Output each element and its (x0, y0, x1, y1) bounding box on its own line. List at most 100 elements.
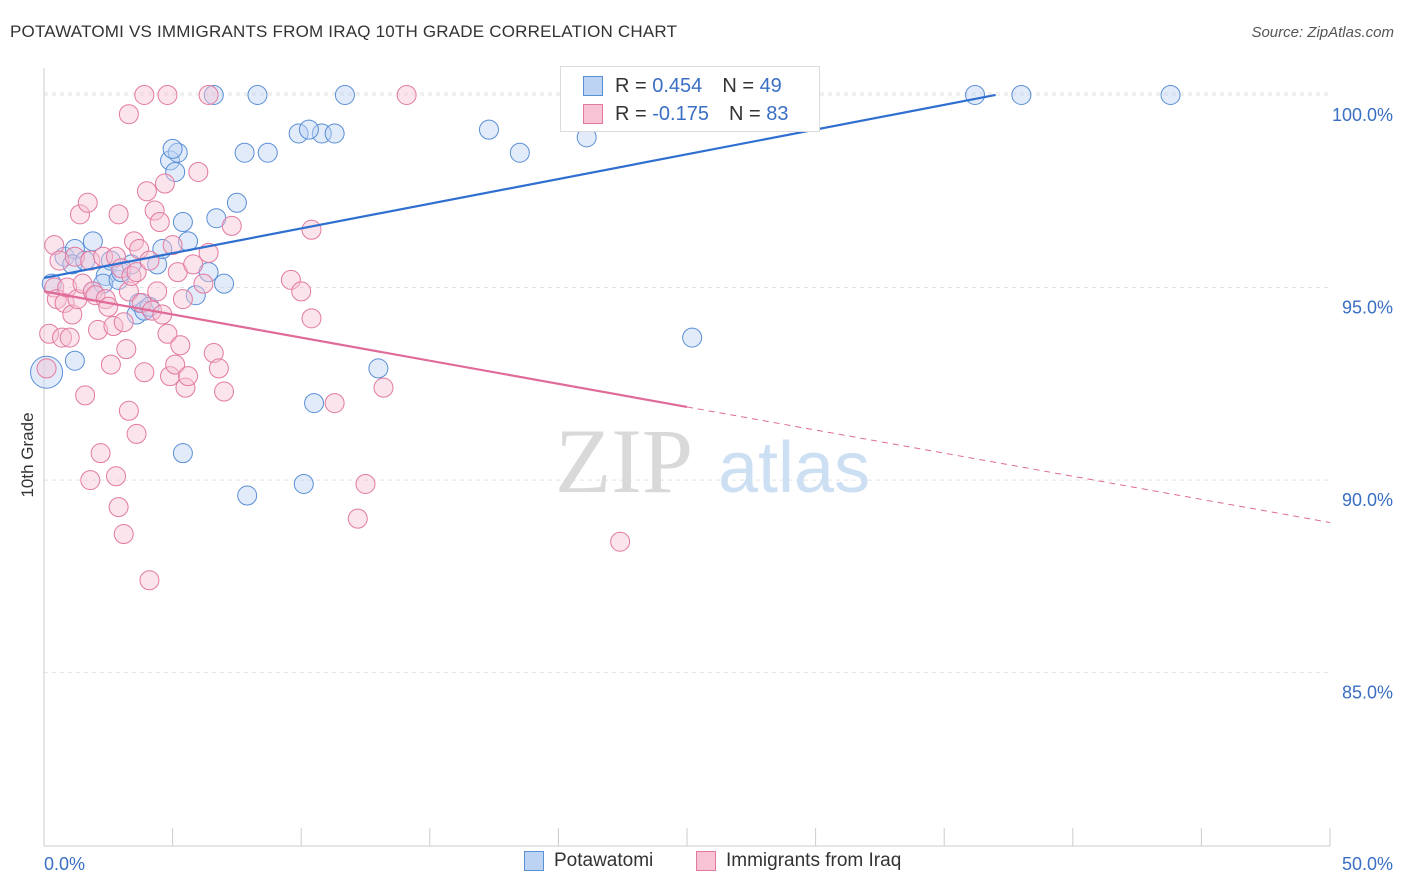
x-tick-label-min: 0.0% (44, 854, 85, 874)
x-tick-labels: 0.0% 50.0% (44, 854, 1393, 874)
data-point (118, 104, 139, 125)
y-tick-label: 90.0% (1342, 490, 1393, 510)
data-point (59, 327, 80, 348)
data-point (198, 84, 219, 105)
data-point (136, 181, 157, 202)
data-point (324, 393, 345, 414)
data-point (154, 173, 175, 194)
data-point (64, 239, 85, 260)
data-point (108, 497, 129, 518)
data-point (301, 308, 322, 329)
data-point (88, 319, 109, 340)
data-point (49, 250, 70, 271)
gridlines (44, 92, 1330, 674)
data-point (214, 381, 235, 402)
source-label: Source: ZipAtlas.com (1251, 24, 1394, 41)
data-point (70, 204, 91, 225)
data-point (172, 443, 193, 464)
data-point (234, 142, 255, 163)
data-point (30, 355, 64, 389)
data-point (355, 473, 376, 494)
data-point (247, 84, 268, 105)
chart-title: POTAWATOMI VS IMMIGRANTS FROM IRAQ 10TH … (10, 22, 678, 41)
data-point (75, 385, 96, 406)
data-point (324, 123, 345, 144)
data-point (185, 285, 206, 306)
data-point (298, 119, 319, 140)
bottom-legend-potawatomi: Potawatomi (524, 850, 653, 872)
trendline-solid (43, 93, 996, 279)
data-point (172, 289, 193, 310)
data-point (165, 161, 186, 182)
bottom-legend-iraq: Immigrants from Iraq (696, 850, 901, 872)
data-point (118, 281, 139, 302)
data-point (64, 350, 85, 371)
data-point (280, 269, 301, 290)
trendlines (43, 93, 1331, 523)
data-point (157, 84, 178, 105)
data-point (126, 262, 147, 283)
data-point (139, 250, 160, 271)
data-point (347, 508, 368, 529)
legend-r-value-iraq: -0.175 (652, 102, 709, 125)
data-point (203, 343, 224, 364)
stats-legend: R = 0.454 N = 49 R = -0.175 N = 83 (560, 66, 820, 132)
data-point (134, 362, 155, 383)
data-point (226, 192, 247, 213)
data-point (57, 277, 78, 298)
y-tick-label: 95.0% (1342, 298, 1393, 318)
data-point (1160, 84, 1181, 105)
data-point (162, 138, 183, 159)
legend-row-iraq: R = -0.175 N = 83 (583, 100, 788, 128)
watermark-zip: ZIP (555, 410, 693, 512)
legend-n-label: N = (722, 74, 754, 97)
data-point (257, 142, 278, 163)
data-point (1011, 84, 1032, 105)
data-point (203, 84, 224, 105)
data-point (64, 246, 85, 267)
data-point (301, 219, 322, 240)
axes (43, 68, 1331, 847)
data-point (193, 273, 214, 294)
y-tick-labels: 85.0% 90.0% 95.0% 100.0% (1332, 105, 1393, 703)
data-point (93, 273, 114, 294)
data-point (90, 443, 111, 464)
x-tick-label-max: 50.0% (1342, 854, 1393, 874)
data-point (170, 335, 191, 356)
data-point (36, 358, 57, 379)
data-point (291, 281, 312, 302)
data-point (134, 84, 155, 105)
trendline-dashed (686, 406, 1331, 523)
data-point (965, 84, 986, 105)
data-point (62, 304, 83, 325)
data-point (103, 316, 124, 337)
data-point (178, 366, 199, 387)
y-tick-label: 100.0% (1332, 105, 1393, 125)
data-point (106, 466, 127, 487)
data-point (149, 212, 170, 233)
data-point (221, 215, 242, 236)
data-point (52, 327, 73, 348)
data-point (162, 235, 183, 256)
data-point (54, 292, 75, 313)
data-point (72, 273, 93, 294)
data-point (118, 400, 139, 421)
data-point (214, 273, 235, 294)
data-point (293, 473, 314, 494)
data-point (80, 470, 101, 491)
data-point (478, 119, 499, 140)
data-point (183, 254, 204, 275)
legend-n-label: N = (728, 102, 761, 125)
legend-swatch-iraq (583, 104, 603, 124)
data-point (116, 339, 137, 360)
data-point (160, 366, 181, 387)
legend-swatch-potawatomi (583, 76, 603, 96)
data-point (157, 323, 178, 344)
data-point (208, 358, 229, 379)
legend-r-label: R = (615, 102, 647, 125)
bottom-legend-label-iraq: Immigrants from Iraq (726, 850, 902, 871)
data-point (396, 84, 417, 105)
data-point (100, 354, 121, 375)
data-point (368, 358, 389, 379)
data-point (113, 312, 134, 333)
